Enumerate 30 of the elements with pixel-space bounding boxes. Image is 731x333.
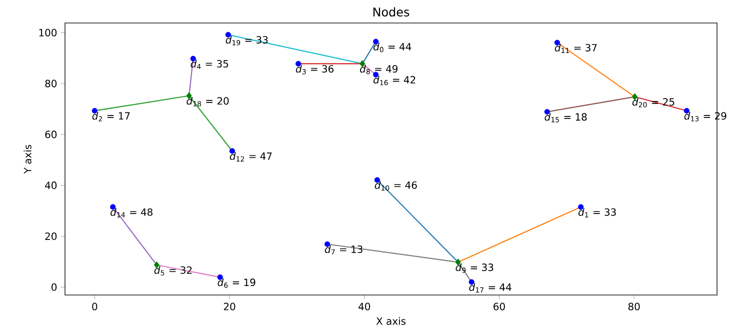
x-tick-label: 0 [92, 302, 98, 310]
x-tick-label: 20 [224, 302, 236, 310]
annotation: d$_{2}$ = 17 [92, 112, 130, 122]
annotation: d$_{0}$ = 44 [373, 42, 412, 52]
annotation: d$_{16}$ = 42 [373, 76, 416, 86]
chart-title: Nodes [373, 7, 410, 16]
annotation: d$_{3}$ = 36 [296, 64, 334, 74]
y-tick-label: 60 [45, 130, 57, 138]
annotation: d$_{9}$ = 33 [456, 263, 494, 273]
annotation: d$_{8}$ = 49 [360, 64, 398, 74]
x-tick-label: 80 [628, 302, 640, 310]
x-tick-label: 60 [494, 302, 505, 310]
x-axis-title: X axis [376, 317, 406, 325]
annotation: d$_{17}$ = 44 [469, 283, 512, 292]
annotation: d$_{1}$ = 33 [578, 208, 616, 218]
annotation: d$_{12}$ = 47 [230, 152, 272, 162]
annotation: d$_{19}$ = 33 [226, 36, 268, 46]
y-tick-label: 0 [52, 283, 57, 291]
y-tick-label: 100 [39, 28, 57, 36]
annotation: d$_{6}$ = 19 [218, 278, 256, 288]
y-tick-label: 80 [45, 80, 57, 88]
annotation: d$_{15}$ = 18 [544, 112, 587, 122]
annotation: d$_{20}$ = 25 [632, 98, 674, 108]
annotation: d$_{11}$ = 37 [554, 44, 597, 54]
annotation: d$_{5}$ = 32 [154, 266, 192, 276]
x-tick-label: 40 [358, 302, 370, 310]
y-axis-title: Y axis [24, 144, 32, 174]
y-tick-label: 20 [45, 232, 57, 240]
y-tick-label: 40 [45, 182, 57, 190]
annotation: d$_{7}$ = 13 [324, 245, 362, 255]
